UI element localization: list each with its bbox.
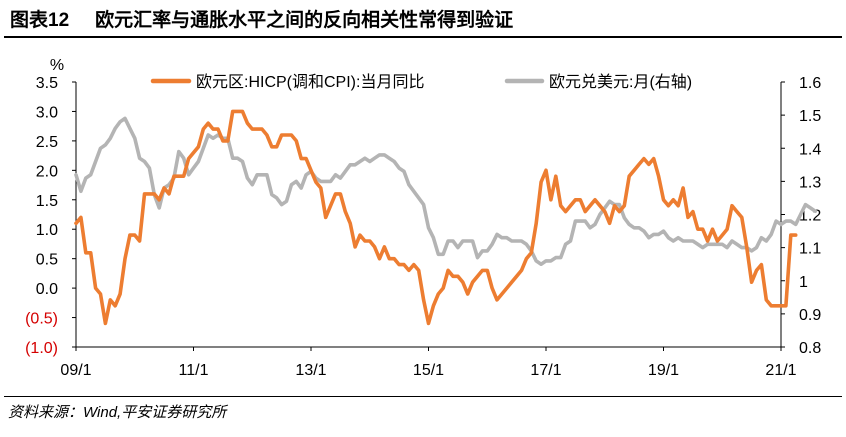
legend-label: 欧元兑美元:月(右轴)	[549, 73, 692, 91]
legend-item-hicp: 欧元区:HICP(调和CPI):当月同比	[150, 73, 424, 91]
y-right-tick-label: 1.5	[799, 108, 821, 125]
x-tick-label: 19/1	[648, 362, 679, 379]
x-tick-label: 09/1	[60, 362, 91, 379]
x-tick-label: 21/1	[765, 362, 796, 379]
y-right-tick-label: 0.8	[799, 340, 821, 357]
y-right-tick-label: 1.6	[799, 75, 821, 92]
chart-series	[74, 109, 818, 326]
title-rule	[4, 36, 842, 38]
y-left-tick-label: 2.5	[36, 134, 58, 151]
figure-number: 图表12	[10, 10, 70, 31]
y-right-tick-label: 1.3	[799, 174, 821, 191]
legend-item-eurusd: 欧元兑美元:月(右轴)	[504, 73, 692, 91]
x-tick-label: 11/1	[179, 362, 209, 379]
source-note: 资料来源：Wind,平安证券研究所	[8, 404, 227, 421]
series-line-eurusd	[74, 116, 818, 266]
y-axis-left-unit: %	[50, 57, 64, 74]
chart-axes: %3.5 3.0 2.5 2.0 1.5 1.0 0.5 0.0 (0.5) (1.0) 1.6 1.…	[25, 57, 821, 379]
figure-header: 图表12 欧元汇率与通胀水平之间的反向相关性常得到验证	[0, 0, 846, 36]
x-tick-label: 15/1	[413, 362, 444, 379]
series-line-hicp	[74, 109, 798, 326]
x-tick-label: 13/1	[295, 362, 326, 379]
y-left-tick-label: 3.5	[36, 75, 58, 92]
line-chart: %3.5 3.0 2.5 2.0 1.5 1.0 0.5 0.0 (0.5) (1.0) 1.6 1.…	[25, 57, 821, 379]
figure-title-text: 欧元汇率与通胀水平之间的反向相关性常得到验证	[95, 10, 514, 31]
y-left-tick-label: (1.0)	[25, 340, 58, 357]
source-rule	[4, 396, 842, 397]
chart-legend: 欧元区:HICP(调和CPI):当月同比 欧元兑美元:月(右轴)	[150, 73, 692, 91]
y-right-tick-label: 1.4	[799, 141, 821, 158]
figure-title: 图表12 欧元汇率与通胀水平之间的反向相关性常得到验证	[6, 5, 513, 32]
y-left-tick-label: 3.0	[36, 104, 58, 121]
y-right-tick-label: 1.1	[799, 241, 821, 258]
y-left-tick-label: 1.0	[36, 222, 58, 239]
y-left-tick-label: 0.5	[36, 252, 58, 269]
y-right-tick-label: 1	[799, 274, 808, 291]
y-right-tick-label: 0.9	[799, 307, 821, 324]
y-left-tick-label: 2.0	[36, 163, 58, 180]
x-tick-label: 17/1	[530, 362, 561, 379]
legend-label: 欧元区:HICP(调和CPI):当月同比	[196, 73, 424, 91]
y-left-tick-label: 1.5	[36, 193, 58, 210]
y-left-tick-label: 0.0	[36, 281, 58, 298]
y-left-tick-label: (0.5)	[25, 311, 58, 328]
